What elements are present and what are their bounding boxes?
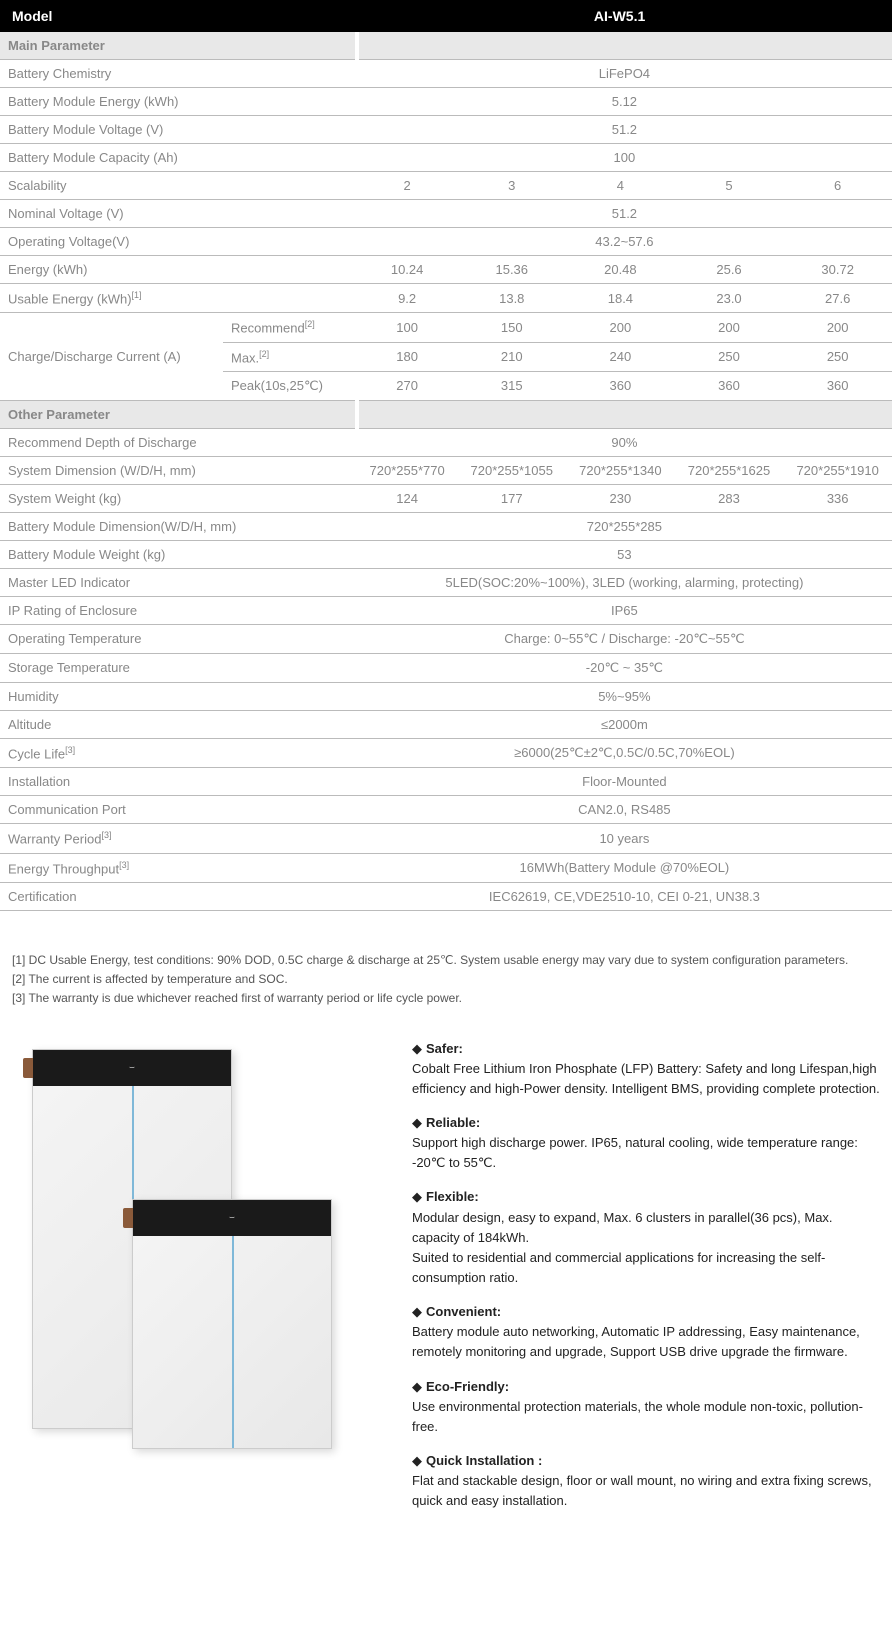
footnote-2: [2] The current is affected by temperatu…: [12, 970, 880, 989]
model-label: Model: [12, 8, 359, 24]
row-warranty: Warranty Period[3]10 years: [0, 824, 892, 853]
bullet-icon: ◆: [412, 1187, 426, 1207]
row-install: InstallationFloor-Mounted: [0, 768, 892, 796]
bullet-icon: ◆: [412, 1377, 426, 1397]
battery-short-icon: ⌣: [132, 1199, 332, 1449]
section-label: Other Parameter: [0, 400, 357, 428]
row-op-temp: Operating TemperatureCharge: 0~55℃ / Dis…: [0, 624, 892, 653]
row-humidity: Humidity5%~95%: [0, 682, 892, 710]
features-list: ◆Safer: Cobalt Free Lithium Iron Phospha…: [412, 1039, 880, 1526]
footnote-3: [3] The warranty is due whichever reache…: [12, 989, 880, 1008]
bullet-icon: ◆: [412, 1113, 426, 1133]
row-mod-dim: Battery Module Dimension(W/D/H, mm)720*2…: [0, 512, 892, 540]
row-ip: IP Rating of EnclosureIP65: [0, 596, 892, 624]
bullet-icon: ◆: [412, 1302, 426, 1322]
row-storage-temp: Storage Temperature-20℃ ~ 35℃: [0, 653, 892, 682]
row-nominal-voltage: Nominal Voltage (V)51.2: [0, 200, 892, 228]
lower-section: ⌣ ⌣ ◆Safer: Cobalt Free Lithium Iron Pho…: [0, 1029, 892, 1536]
row-altitude: Altitude≤2000m: [0, 710, 892, 738]
row-sys-weight: System Weight (kg) 124 177 230 283 336: [0, 484, 892, 512]
feature-flexible: ◆Flexible: Modular design, easy to expan…: [412, 1187, 880, 1288]
footnotes: [1] DC Usable Energy, test conditions: 9…: [12, 951, 880, 1009]
row-usable-energy: Usable Energy (kWh)[1] 9.2 13.8 18.4 23.…: [0, 284, 892, 313]
row-mod-weight: Battery Module Weight (kg)53: [0, 540, 892, 568]
row-dod: Recommend Depth of Discharge90%: [0, 428, 892, 456]
row-chemistry: Battery ChemistryLiFePO4: [0, 60, 892, 88]
row-module-voltage: Battery Module Voltage (V)51.2: [0, 116, 892, 144]
section-label: Main Parameter: [0, 32, 357, 60]
other-parameter-header: Other Parameter: [0, 400, 892, 428]
spec-table: Main Parameter Battery ChemistryLiFePO4 …: [0, 32, 892, 911]
row-module-energy: Battery Module Energy (kWh)5.12: [0, 88, 892, 116]
row-cert: CertificationIEC62619, CE,VDE2510-10, CE…: [0, 882, 892, 910]
feature-quick: ◆Quick Installation : Flat and stackable…: [412, 1451, 880, 1511]
row-throughput: Energy Throughput[3]16MWh(Battery Module…: [0, 853, 892, 882]
row-comm: Communication PortCAN2.0, RS485: [0, 796, 892, 824]
row-energy: Energy (kWh) 10.24 15.36 20.48 25.6 30.7…: [0, 256, 892, 284]
feature-eco: ◆Eco-Friendly: Use environmental protect…: [412, 1377, 880, 1437]
bullet-icon: ◆: [412, 1451, 426, 1471]
row-module-capacity: Battery Module Capacity (Ah)100: [0, 144, 892, 172]
model-value: AI-W5.1: [359, 8, 880, 24]
row-operating-voltage: Operating Voltage(V)43.2~57.6: [0, 228, 892, 256]
row-scalability: Scalability 2 3 4 5 6: [0, 172, 892, 200]
feature-convenient: ◆Convenient: Battery module auto network…: [412, 1302, 880, 1362]
footnote-1: [1] DC Usable Energy, test conditions: 9…: [12, 951, 880, 970]
row-sys-dim: System Dimension (W/D/H, mm) 720*255*770…: [0, 456, 892, 484]
main-parameter-header: Main Parameter: [0, 32, 892, 60]
row-current-recommend: Charge/Discharge Current (A) Recommend[2…: [0, 313, 892, 342]
bullet-icon: ◆: [412, 1039, 426, 1059]
model-header: Model AI-W5.1: [0, 0, 892, 32]
row-cycle: Cycle Life[3]≥6000(25℃±2℃,0.5C/0.5C,70%E…: [0, 738, 892, 767]
row-led: Master LED Indicator5LED(SOC:20%~100%), …: [0, 568, 892, 596]
product-image: ⌣ ⌣: [12, 1039, 392, 1459]
feature-reliable: ◆Reliable: Support high discharge power.…: [412, 1113, 880, 1173]
feature-safer: ◆Safer: Cobalt Free Lithium Iron Phospha…: [412, 1039, 880, 1099]
